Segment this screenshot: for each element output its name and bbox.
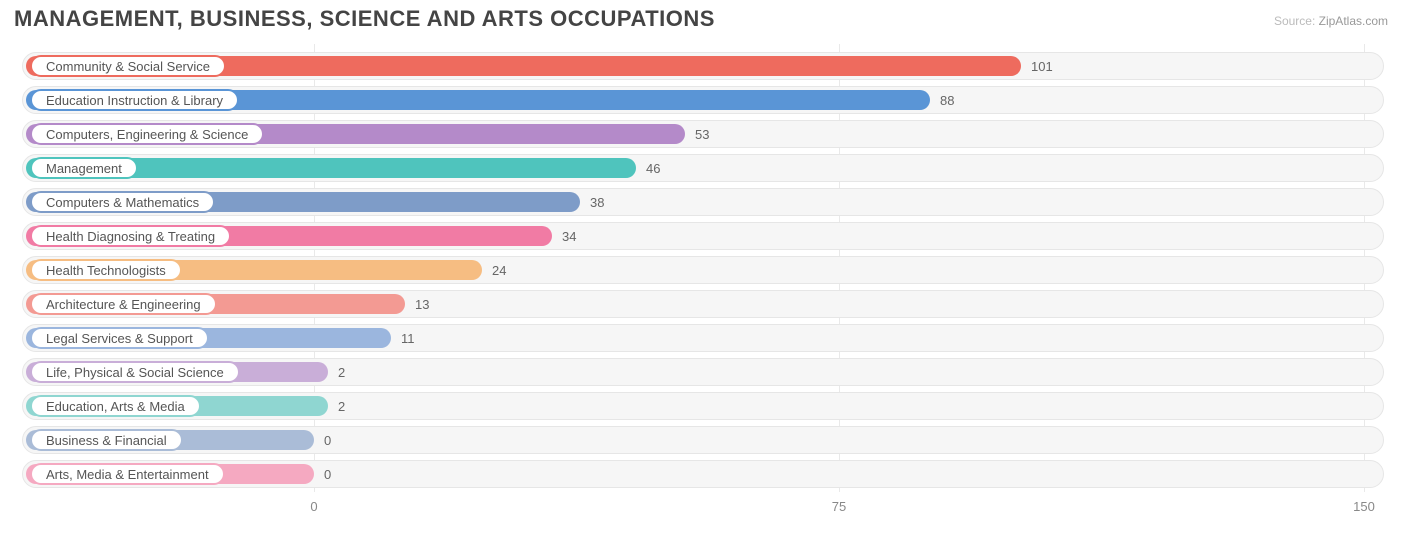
bar-category-pill: Education Instruction & Library: [30, 89, 239, 111]
bar-value-label: 34: [562, 222, 576, 250]
source-label: Source:: [1274, 14, 1315, 28]
bar-row: Business & Financial 0: [14, 426, 1392, 454]
x-axis-tick-label: 150: [1353, 499, 1375, 514]
bar-row: Life, Physical & Social Science 2: [14, 358, 1392, 386]
bar-value-label: 24: [492, 256, 506, 284]
x-axis-tick-label: 0: [310, 499, 317, 514]
bar-row: Health Technologists 24: [14, 256, 1392, 284]
bar-category-pill: Community & Social Service: [30, 55, 226, 77]
bar-value-label: 0: [324, 426, 331, 454]
bar-value-label: 0: [324, 460, 331, 488]
source-name: ZipAtlas.com: [1319, 14, 1388, 28]
bar-row: Management 46: [14, 154, 1392, 182]
bar-row: Computers, Engineering & Science 53: [14, 120, 1392, 148]
bar-category-pill: Business & Financial: [30, 429, 183, 451]
bar-category-pill: Management: [30, 157, 138, 179]
bar-row: Architecture & Engineering 13: [14, 290, 1392, 318]
bar-category-pill: Arts, Media & Entertainment: [30, 463, 225, 485]
bar-category-pill: Legal Services & Support: [30, 327, 209, 349]
bar-category-pill: Computers, Engineering & Science: [30, 123, 264, 145]
bar-value-label: 101: [1031, 52, 1053, 80]
bar-category-pill: Health Technologists: [30, 259, 182, 281]
bar-value-label: 46: [646, 154, 660, 182]
bar-value-label: 11: [401, 324, 415, 352]
bar-category-pill: Health Diagnosing & Treating: [30, 225, 231, 247]
bar-value-label: 88: [940, 86, 954, 114]
bar-row: Legal Services & Support 11: [14, 324, 1392, 352]
source-attribution: Source: ZipAtlas.com: [1274, 14, 1388, 28]
chart-title: MANAGEMENT, BUSINESS, SCIENCE AND ARTS O…: [14, 6, 715, 32]
bar-row: Education Instruction & Library 88: [14, 86, 1392, 114]
bar-value-label: 2: [338, 358, 345, 386]
bar-row: Health Diagnosing & Treating 34: [14, 222, 1392, 250]
chart-plot-area: 0 75 150 Community & Social Service 101 Educa…: [14, 44, 1392, 514]
bar-row: Education, Arts & Media 2: [14, 392, 1392, 420]
bar-row: Computers & Mathematics 38: [14, 188, 1392, 216]
bar-value-label: 2: [338, 392, 345, 420]
bar-category-pill: Education, Arts & Media: [30, 395, 201, 417]
bar-value-label: 38: [590, 188, 604, 216]
bar-row: Arts, Media & Entertainment 0: [14, 460, 1392, 488]
bar-value-label: 13: [415, 290, 429, 318]
bar-row: Community & Social Service 101: [14, 52, 1392, 80]
bar-category-pill: Life, Physical & Social Science: [30, 361, 240, 383]
bar-value-label: 53: [695, 120, 709, 148]
bar-category-pill: Computers & Mathematics: [30, 191, 215, 213]
x-axis-tick-label: 75: [832, 499, 846, 514]
bar-category-pill: Architecture & Engineering: [30, 293, 217, 315]
